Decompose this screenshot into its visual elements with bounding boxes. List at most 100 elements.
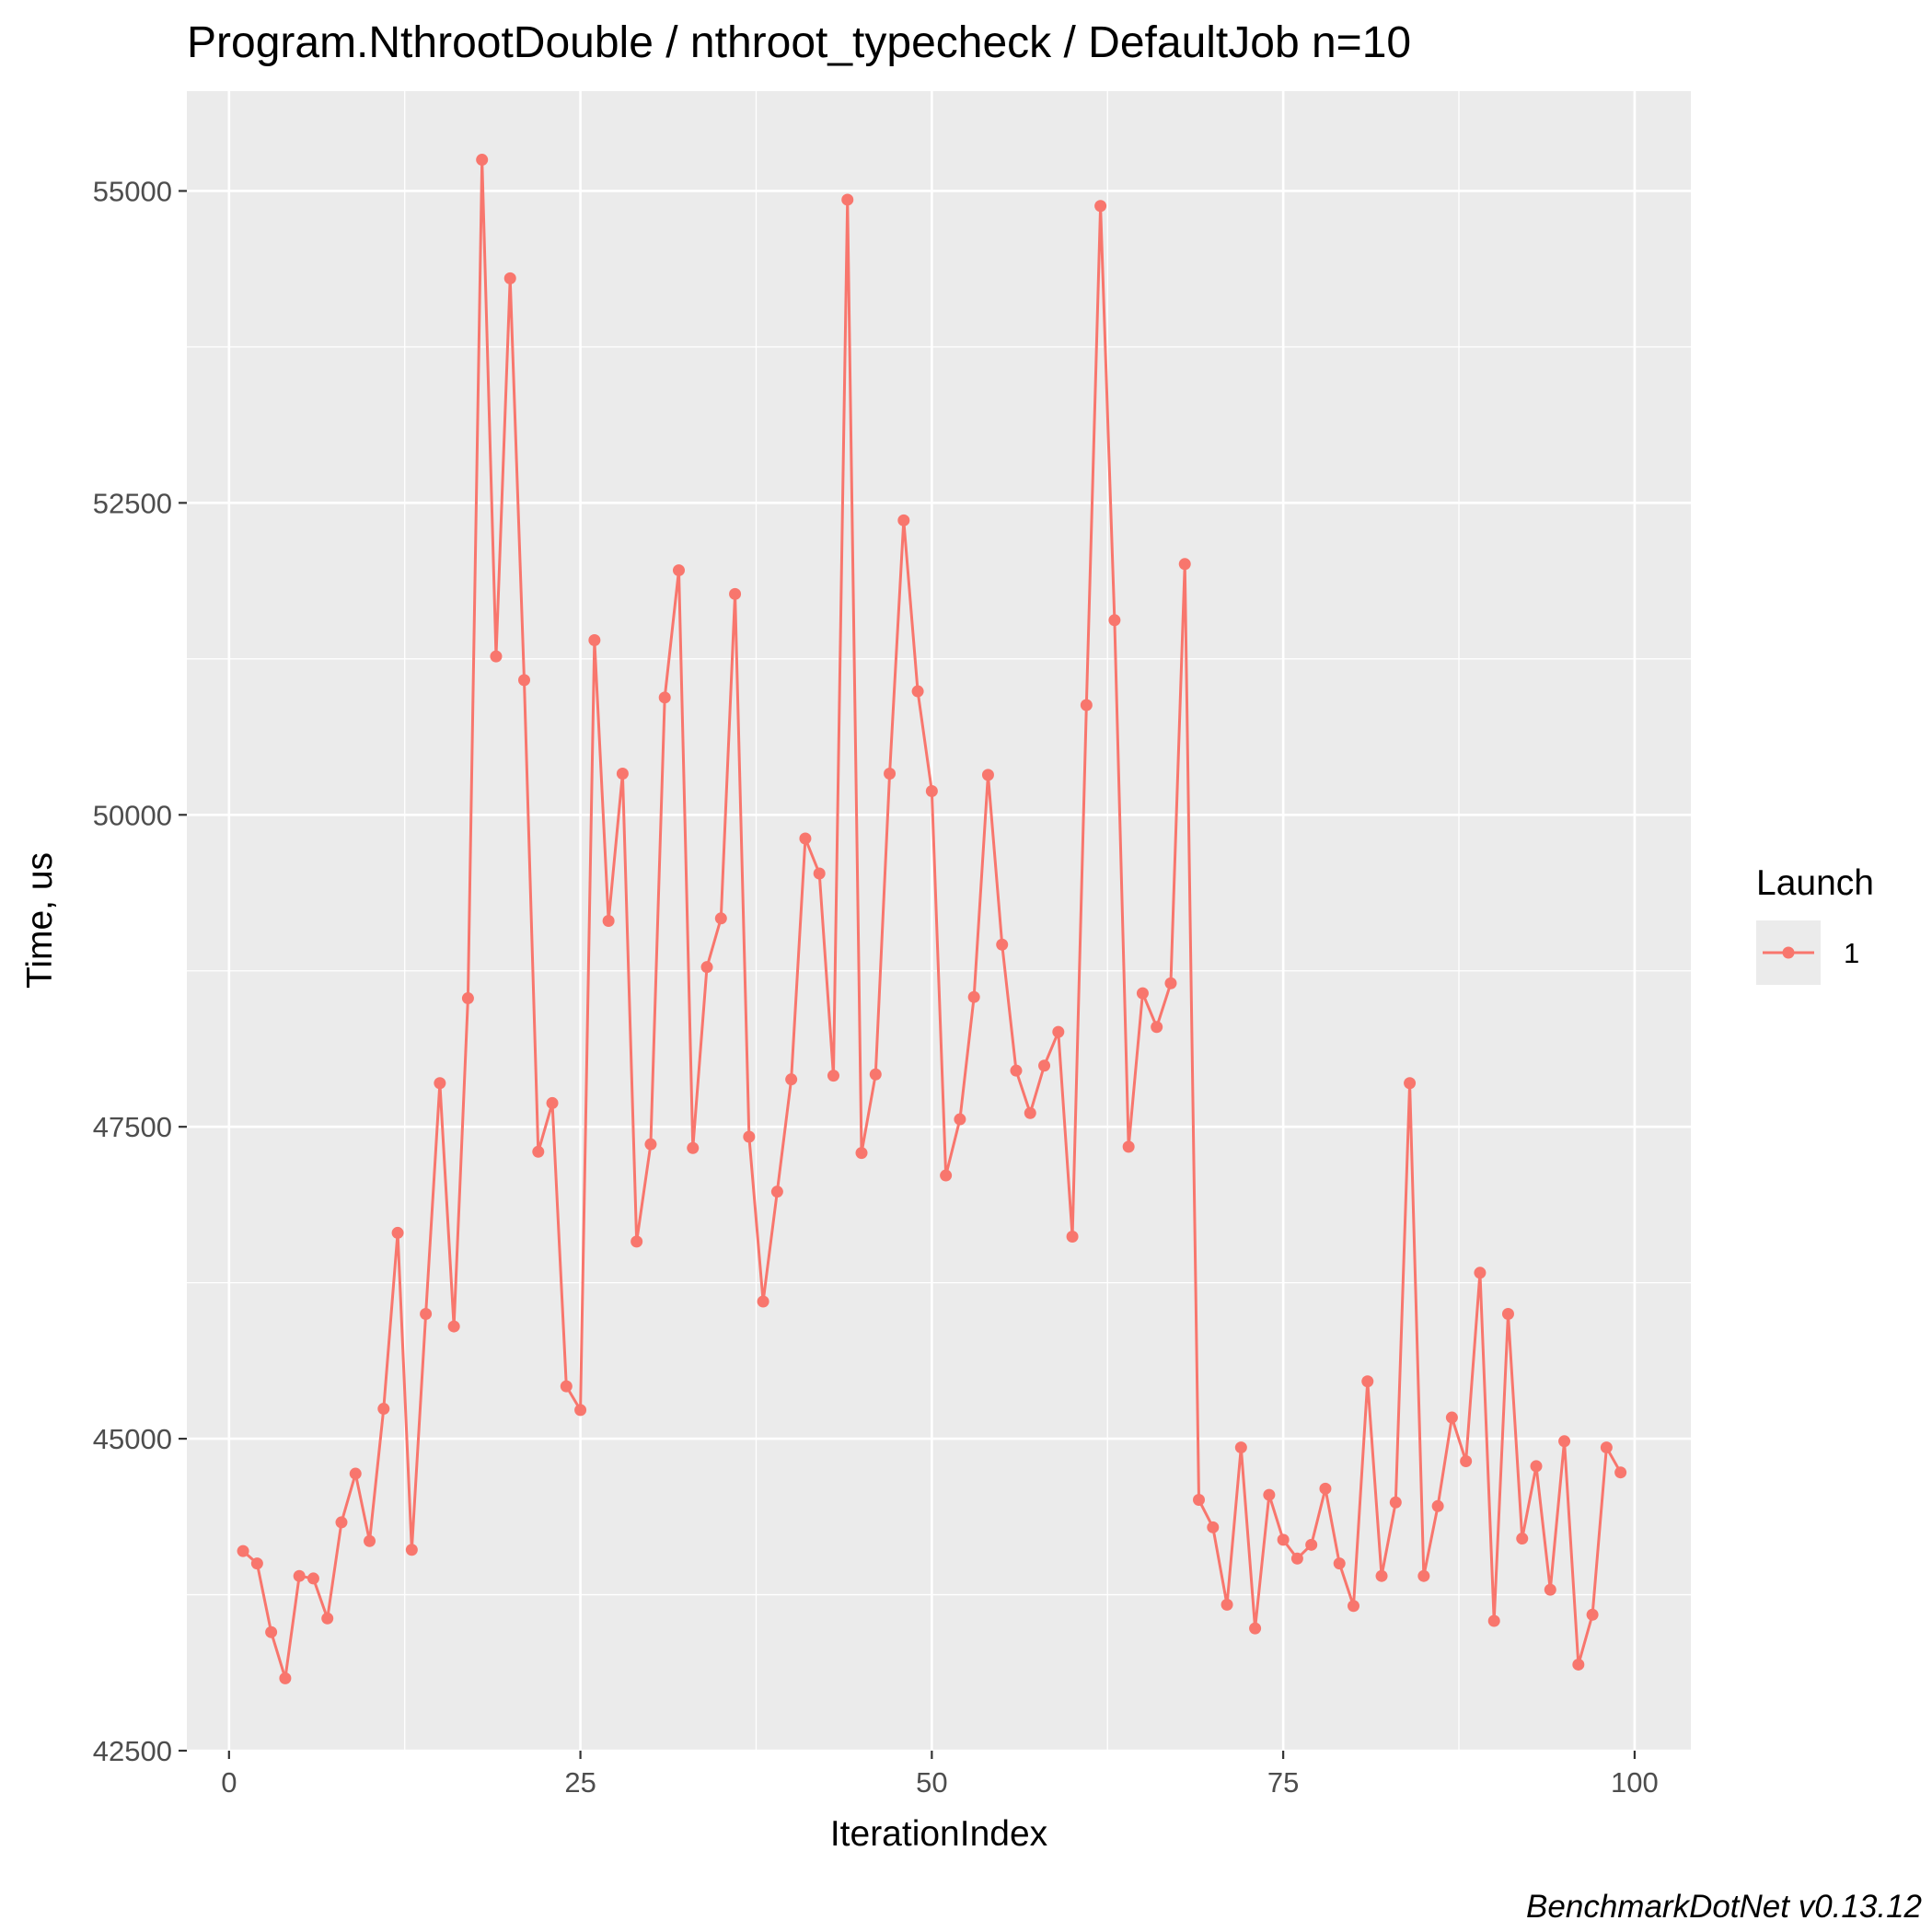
series-group — [237, 154, 1627, 1684]
data-point — [1122, 1140, 1135, 1153]
chart-caption: BenchmarkDotNet v0.13.12 — [1526, 1889, 1922, 1925]
data-point — [897, 514, 910, 526]
y-axis-ticks: 42500 45000 47500 50000 52500 55000 — [93, 175, 187, 1767]
data-point — [560, 1380, 573, 1393]
data-point — [658, 691, 671, 704]
data-point — [1010, 1064, 1023, 1077]
data-point — [503, 272, 516, 284]
data-point — [700, 961, 713, 974]
data-point — [1151, 1021, 1163, 1034]
data-point — [1431, 1499, 1444, 1512]
data-point — [1052, 1025, 1065, 1038]
data-point — [1375, 1569, 1388, 1582]
data-point — [954, 1113, 966, 1126]
data-point — [1290, 1552, 1303, 1565]
legend-title: Launch — [1756, 863, 1874, 903]
data-point — [490, 650, 503, 663]
data-point — [827, 1070, 839, 1082]
data-point — [250, 1557, 263, 1570]
x-tick-label: 25 — [564, 1766, 596, 1799]
data-point — [1544, 1583, 1556, 1596]
legend-entry-1: 1 — [1844, 937, 1859, 969]
legend-key-point — [1782, 946, 1795, 959]
data-point — [546, 1096, 559, 1109]
data-point — [279, 1672, 292, 1684]
data-point — [405, 1544, 418, 1556]
data-point — [1445, 1411, 1458, 1424]
data-point — [841, 193, 854, 206]
data-point — [1389, 1496, 1402, 1509]
data-point — [911, 685, 924, 698]
data-point — [307, 1572, 319, 1585]
data-point — [967, 990, 980, 1003]
data-point — [1586, 1608, 1599, 1621]
plot-panel — [187, 91, 1691, 1751]
data-point — [335, 1516, 348, 1529]
data-point — [1600, 1441, 1613, 1454]
data-point — [1263, 1488, 1276, 1501]
data-point — [574, 1404, 587, 1417]
y-tick-label: 52500 — [93, 487, 172, 519]
data-point — [631, 1235, 643, 1248]
data-point — [1487, 1614, 1500, 1627]
data-point — [714, 912, 727, 925]
data-point — [799, 832, 812, 845]
grid-major — [187, 91, 1691, 1753]
data-point — [349, 1467, 362, 1480]
data-point — [447, 1320, 460, 1333]
data-point — [813, 867, 826, 880]
data-point — [1066, 1230, 1079, 1243]
data-point — [1474, 1267, 1487, 1279]
data-point — [869, 1068, 882, 1081]
data-point — [616, 768, 629, 781]
y-tick-label: 42500 — [93, 1735, 172, 1767]
y-tick-label: 47500 — [93, 1111, 172, 1143]
data-point — [1572, 1658, 1585, 1671]
chart-title: Program.NthrootDouble / nthroot_typechec… — [187, 18, 1411, 67]
data-point — [434, 1077, 446, 1090]
x-tick-label: 75 — [1267, 1766, 1299, 1799]
grid-minor — [187, 91, 1691, 1751]
y-tick-label: 50000 — [93, 799, 172, 831]
data-point — [1136, 987, 1149, 1000]
data-point — [981, 769, 994, 781]
data-point — [1516, 1533, 1529, 1545]
data-point — [420, 1308, 433, 1321]
data-point — [1460, 1454, 1473, 1467]
data-point — [1024, 1106, 1036, 1119]
x-tick-label: 0 — [221, 1766, 237, 1799]
x-axis-title: IterationIndex — [830, 1814, 1048, 1854]
data-point — [996, 938, 1009, 951]
data-point — [770, 1186, 783, 1198]
data-point — [321, 1612, 334, 1625]
data-point — [265, 1625, 278, 1638]
data-point — [940, 1169, 953, 1182]
data-point — [1207, 1521, 1220, 1533]
data-point — [1333, 1557, 1346, 1570]
data-point — [672, 564, 685, 577]
data-point — [1080, 699, 1093, 711]
data-point — [729, 587, 742, 600]
data-point — [1277, 1533, 1290, 1546]
y-axis-title: Time, us — [20, 852, 60, 989]
data-point — [1178, 558, 1191, 571]
y-tick-label: 55000 — [93, 175, 172, 207]
data-point — [391, 1226, 404, 1239]
data-point — [1558, 1435, 1571, 1448]
data-point — [757, 1295, 769, 1308]
data-point — [602, 915, 615, 927]
data-point — [1501, 1308, 1514, 1321]
data-point — [1404, 1077, 1417, 1090]
data-point — [1108, 614, 1121, 627]
y-tick-label: 45000 — [93, 1423, 172, 1455]
data-point — [293, 1569, 306, 1582]
data-point — [461, 992, 474, 1005]
data-point — [518, 674, 530, 687]
data-point — [1417, 1569, 1430, 1582]
data-point — [785, 1073, 798, 1086]
data-point — [884, 768, 897, 781]
data-point — [1164, 977, 1177, 989]
data-point — [925, 785, 938, 798]
data-point — [532, 1145, 545, 1158]
